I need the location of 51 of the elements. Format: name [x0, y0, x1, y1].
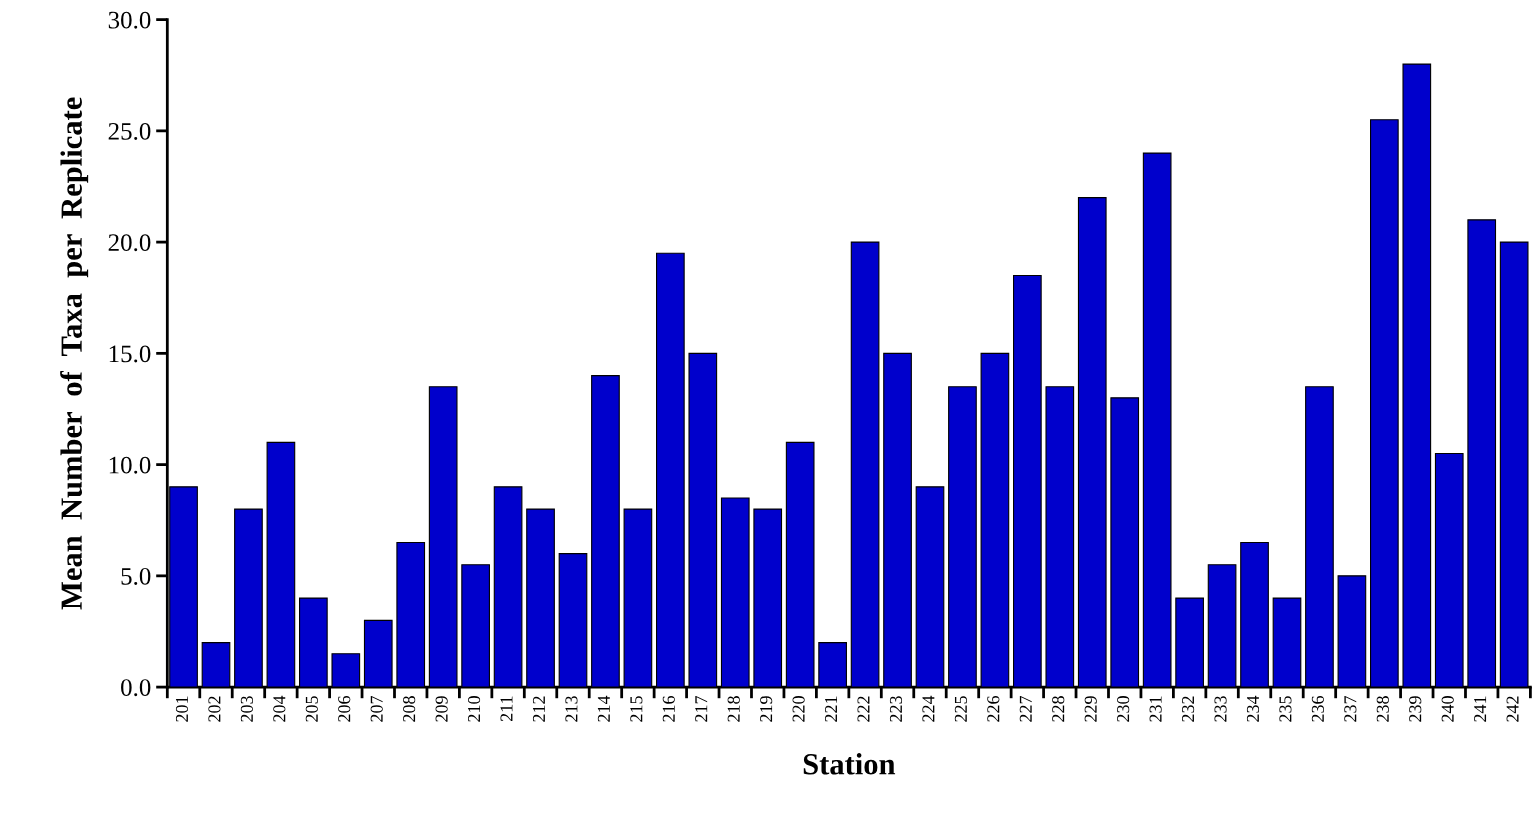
x-tick-label: 231	[1149, 696, 1162, 722]
x-tick-label: 220	[792, 696, 805, 722]
x-tick-label: 238	[1376, 696, 1389, 722]
y-tick-label: 15.0	[109, 345, 151, 363]
x-tick-label: 239	[1409, 696, 1422, 722]
x-tick-label: 203	[240, 696, 253, 722]
x-tick-label: 219	[760, 696, 773, 722]
x-tick-label: 230	[1117, 696, 1130, 722]
x-tick-label: 223	[889, 696, 903, 722]
x-tick-label: 216	[662, 695, 675, 722]
y-tick-label: 20.0	[108, 234, 151, 252]
x-tick-label: 237	[1344, 695, 1357, 722]
x-tick-label: 229	[1084, 696, 1097, 722]
x-tick-label: 225	[954, 696, 967, 722]
x-tick-label: 204	[273, 695, 286, 722]
x-tick-label: 217	[695, 695, 708, 722]
x-tick-label: 210	[467, 696, 481, 722]
x-tick-label: 232	[1182, 696, 1195, 722]
x-tick-label: 218	[727, 696, 740, 722]
x-tick-label: 241	[1474, 696, 1487, 722]
x-tick-label: 240	[1441, 696, 1454, 722]
x-tick-label: 201	[175, 696, 189, 722]
x-tick-label: 234	[1246, 695, 1260, 722]
x-tick-label: 222	[857, 696, 870, 722]
x-tick-label: 202	[208, 696, 221, 722]
x-tick-label: 214	[597, 695, 610, 722]
x-tick-label: 221	[825, 696, 837, 722]
x-tick-label: 227	[1019, 695, 1032, 722]
x-tick-label: 235	[1279, 696, 1292, 722]
x-tick-label: 215	[630, 696, 643, 722]
x-tick-label: 233	[1214, 696, 1227, 722]
x-tick-label: 206	[338, 695, 351, 722]
x-tick-label: 228	[1052, 696, 1065, 722]
x-tick-label: 211	[500, 696, 513, 722]
x-tick-label: 226	[987, 695, 1000, 722]
x-tick-label: 224	[922, 695, 935, 722]
y-tick-label: 25.0	[108, 122, 151, 140]
y-tick-label: 10.0	[109, 456, 151, 474]
x-tick-label: 212	[532, 696, 545, 722]
y-tick-label: 5.0	[121, 567, 151, 585]
x-tick-label: 209	[435, 696, 448, 722]
x-tick-label: 207	[370, 695, 383, 722]
y-tick-label: 0.0	[121, 679, 151, 697]
x-tick-label: 213	[565, 696, 578, 722]
x-tick-label: 242	[1506, 696, 1519, 722]
x-tick-label: 236	[1311, 695, 1324, 722]
x-tick-label: 205	[305, 696, 318, 722]
x-axis-title: Station	[803, 753, 896, 775]
x-tick-label: 208	[403, 696, 416, 722]
y-axis-title: Mean Number of Taxa per Replicate	[60, 97, 89, 610]
y-tick-label: 30.0	[108, 11, 151, 29]
